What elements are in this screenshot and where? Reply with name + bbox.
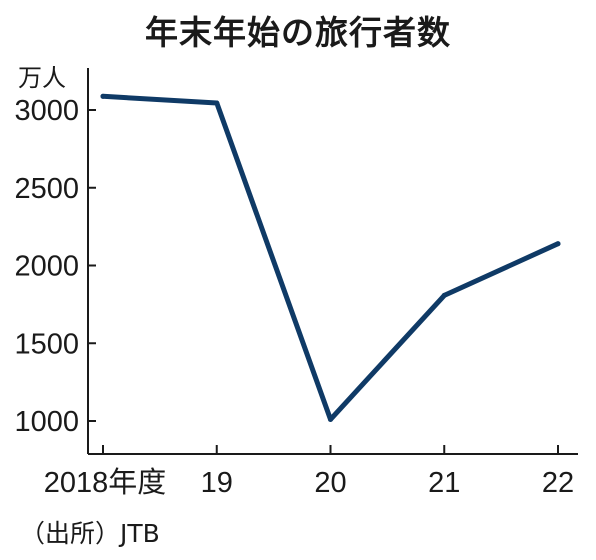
x-tick-label: 2018年度 xyxy=(44,466,167,499)
data-point xyxy=(441,292,447,298)
source-note: （出所）JTB xyxy=(20,519,160,548)
y-tick-label: 2000 xyxy=(14,251,79,283)
x-tick-label: 20 xyxy=(314,467,346,499)
y-axis-unit-label: 万人 xyxy=(18,64,66,92)
data-point xyxy=(328,416,333,422)
data-point xyxy=(555,241,561,247)
x-tick-label: 19 xyxy=(201,467,233,499)
y-tick-label: 3000 xyxy=(14,95,79,127)
series-line xyxy=(100,93,561,422)
y-tick-label: 1000 xyxy=(14,406,79,438)
chart-title: 年末年始の旅行者数 xyxy=(145,13,451,52)
x-tick-label: 22 xyxy=(542,467,574,499)
data-point xyxy=(214,100,220,106)
x-tick-label: 21 xyxy=(428,467,460,499)
y-tick-label: 2500 xyxy=(14,173,79,205)
data-point xyxy=(100,93,106,99)
y-tick-label: 1500 xyxy=(14,328,79,360)
